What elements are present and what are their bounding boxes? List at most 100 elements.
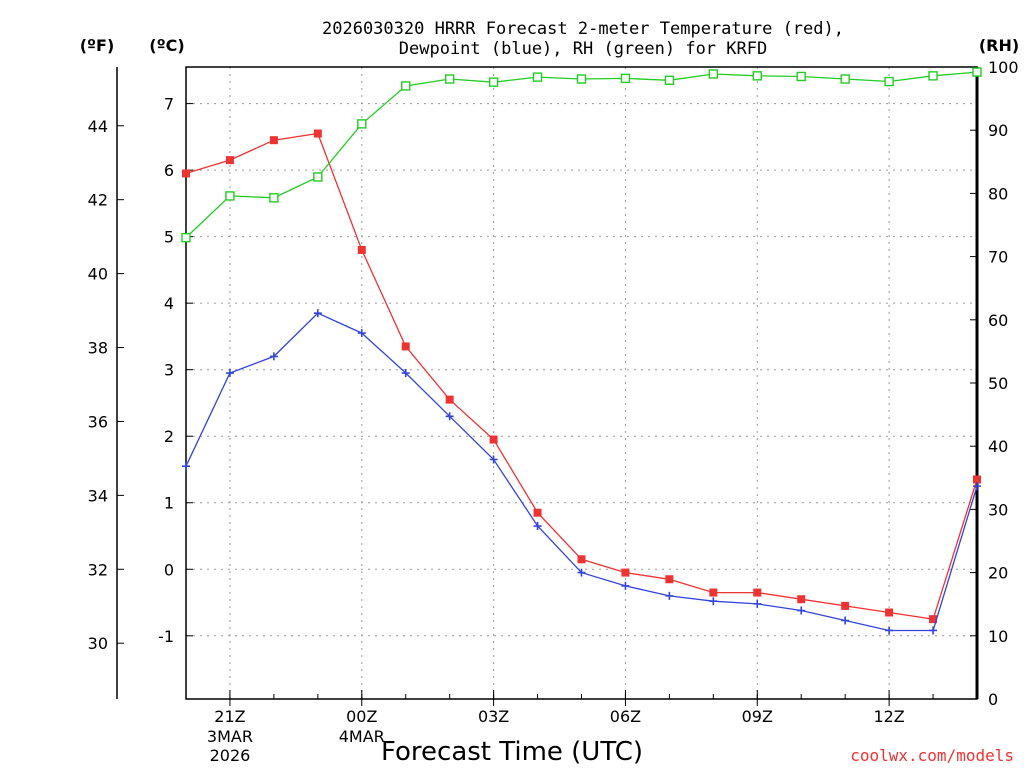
temperature-point	[665, 575, 674, 584]
temperature-point	[401, 342, 410, 351]
rh-point	[269, 193, 279, 203]
x-tick-label: 12Z	[873, 707, 904, 726]
rh-tick-label: 10	[988, 627, 1008, 646]
dewpoint-point	[885, 626, 894, 635]
rh-point	[225, 191, 235, 201]
fahrenheit-tick-label: 42	[88, 191, 108, 210]
rh-point	[401, 81, 411, 91]
celsius-tick-label: 3	[164, 361, 174, 380]
fahrenheit-unit-label: (ºF)	[80, 36, 115, 55]
temperature-point	[445, 395, 454, 404]
chart-title-line2: Dewpoint (blue), RH (green) for KRFD	[399, 39, 767, 59]
fahrenheit-tick-label: 30	[88, 634, 108, 653]
x-tick-date-label: 4MAR	[339, 727, 385, 746]
celsius-unit-label: (ºC)	[149, 36, 184, 55]
fahrenheit-tick-label: 32	[88, 560, 108, 579]
temperature-point	[269, 136, 278, 145]
x-tick-label: 03Z	[478, 707, 509, 726]
gridlines	[186, 67, 977, 699]
temperature-point	[577, 555, 586, 564]
rh-point	[532, 72, 543, 82]
rh-tick-label: 30	[988, 500, 1008, 519]
dewpoint-point	[225, 369, 234, 378]
rh-point	[752, 71, 762, 81]
fahrenheit-tick-label: 38	[88, 339, 108, 358]
chart-title: 2026030320 HRRR Forecast 2-meter Tempera…	[322, 19, 844, 39]
credit-text: coolwx.com/models	[850, 746, 1014, 765]
dewpoint-point	[357, 329, 366, 338]
fahrenheit-tick-label: 40	[88, 265, 108, 284]
rh-point	[884, 76, 894, 87]
dewpoint-point	[841, 616, 850, 625]
rh-tick-label: 80	[988, 184, 1008, 203]
temperature-point	[182, 169, 190, 178]
dewpoint-point	[797, 606, 806, 615]
temperature-point	[621, 568, 630, 577]
rh-tick-label: 90	[988, 121, 1008, 140]
x-tick-year-label: 2026	[210, 746, 251, 765]
temperature-point	[489, 435, 498, 444]
rh-point	[181, 232, 191, 243]
dewpoint-point	[313, 309, 322, 318]
rh-point	[796, 71, 806, 82]
axes: 3032343638404244-10123456701020304050607…	[88, 58, 1019, 765]
dewpoint-point	[709, 597, 718, 606]
temperature-point	[225, 156, 234, 165]
rh-tick-label: 0	[988, 690, 998, 709]
dewpoint-point	[621, 581, 630, 590]
rh-tick-label: 20	[988, 564, 1008, 583]
celsius-tick-label: -1	[158, 627, 174, 646]
rh-tick-label: 40	[988, 437, 1008, 456]
dewpoint-point	[753, 599, 762, 608]
temperature-point	[313, 129, 322, 138]
celsius-tick-label: 5	[164, 228, 174, 247]
celsius-tick-label: 2	[164, 427, 174, 446]
temperature-point	[973, 475, 981, 484]
dewpoint-point	[577, 568, 586, 577]
temperature-point	[885, 608, 894, 617]
celsius-tick-label: 6	[164, 161, 174, 180]
dewpoint-point	[182, 462, 190, 471]
dewpoint-point	[489, 455, 498, 464]
rh-point	[708, 69, 719, 79]
fahrenheit-tick-label: 44	[88, 117, 108, 136]
x-tick-date-label: 3MAR	[207, 727, 253, 746]
temperature-point	[841, 601, 850, 610]
rh-point	[928, 71, 938, 81]
temperature-point	[929, 615, 938, 624]
rh-point	[972, 67, 982, 77]
rh-point	[840, 74, 850, 84]
rh-point	[488, 77, 499, 87]
x-axis-label: Forecast Time (UTC)	[381, 737, 643, 767]
dewpoint-point	[401, 369, 410, 378]
rh-point	[357, 119, 367, 129]
dewpoint-point	[973, 482, 981, 491]
x-tick-label: 06Z	[610, 707, 641, 726]
rh-tick-label: 50	[988, 374, 1008, 393]
rh-point	[576, 74, 587, 84]
dewpoint-point	[929, 626, 938, 635]
temperature-point	[709, 588, 718, 597]
rh-point	[313, 172, 323, 182]
temperature-point	[533, 508, 542, 517]
series-layer	[181, 67, 982, 635]
fahrenheit-tick-label: 34	[88, 486, 108, 505]
temperature-point	[753, 588, 762, 597]
dewpoint-point	[533, 522, 542, 531]
rh-point	[620, 73, 631, 84]
dewpoint-point	[665, 591, 674, 600]
rh-point	[444, 74, 455, 84]
celsius-tick-label: 1	[164, 494, 174, 513]
fahrenheit-tick-label: 36	[88, 412, 108, 431]
dewpoint-point	[445, 412, 454, 421]
celsius-tick-label: 7	[164, 95, 174, 114]
rh-point	[664, 75, 675, 85]
dewpoint-point	[269, 352, 278, 361]
celsius-tick-label: 0	[164, 560, 174, 579]
rh-tick-label: 60	[988, 311, 1008, 330]
celsius-tick-label: 4	[164, 294, 174, 313]
rh-tick-label: 100	[988, 58, 1019, 77]
x-tick-label: 21Z	[214, 707, 245, 726]
temperature-point	[357, 245, 366, 254]
